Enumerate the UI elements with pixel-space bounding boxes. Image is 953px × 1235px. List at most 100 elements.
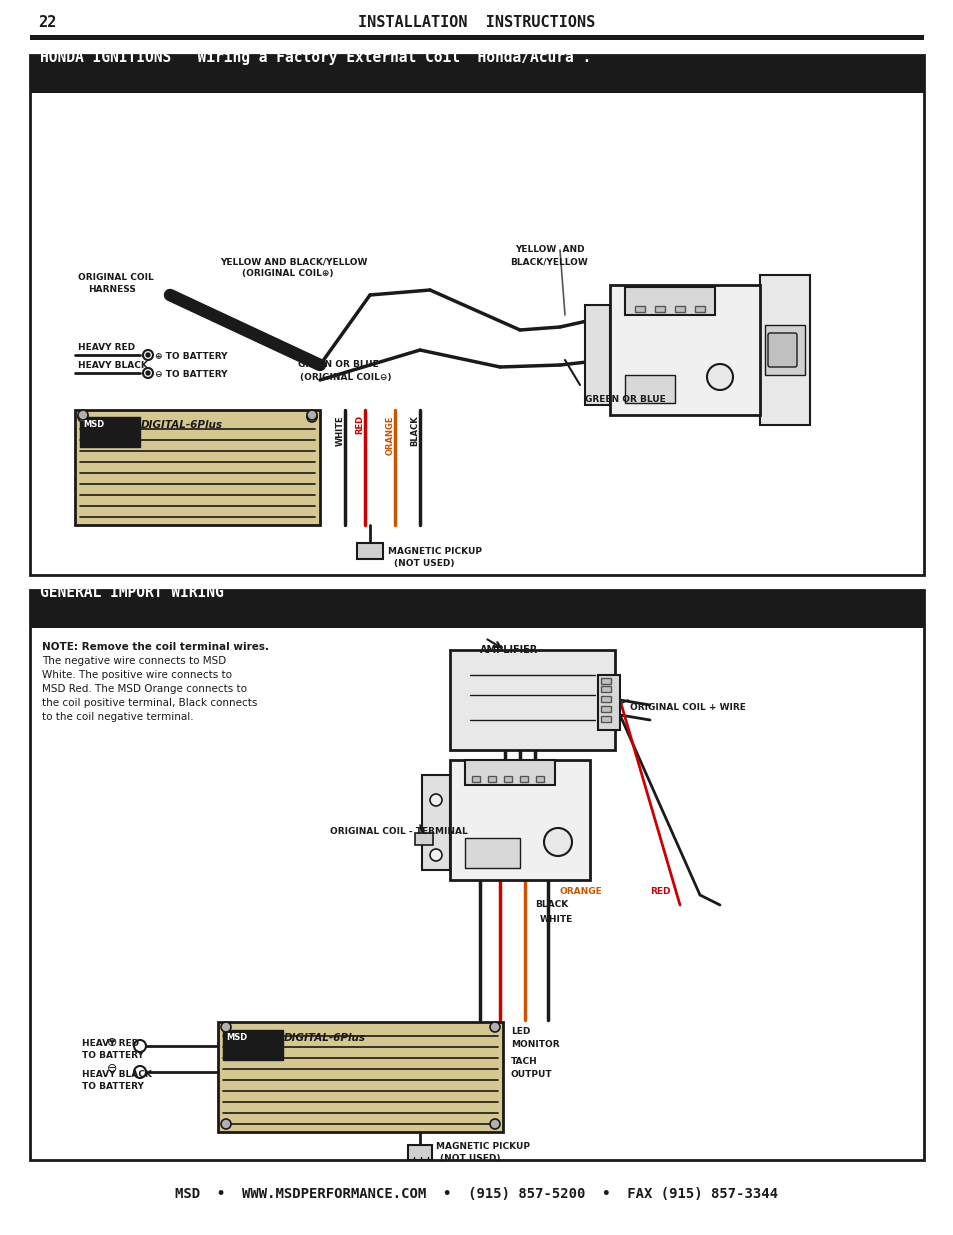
Bar: [600, 716, 610, 722]
Text: MSD: MSD: [226, 1032, 247, 1042]
Bar: [450, 650, 615, 750]
Text: ORIGINAL COIL - TERMINAL: ORIGINAL COIL - TERMINAL: [330, 827, 467, 836]
Bar: [30, 35, 923, 40]
Bar: [450, 760, 589, 881]
Text: ⊕ TO BATTERY: ⊕ TO BATTERY: [154, 352, 227, 361]
Bar: [675, 306, 684, 312]
Text: MSD  •  WWW.MSDPERFORMANCE.COM  •  (915) 857-5200  •  FAX (915) 857-3344: MSD • WWW.MSDPERFORMANCE.COM • (915) 857…: [175, 1187, 778, 1200]
Bar: [218, 1023, 502, 1132]
Text: (NOT USED): (NOT USED): [439, 1153, 500, 1163]
Circle shape: [706, 364, 732, 390]
Bar: [764, 325, 804, 375]
Bar: [30, 56, 923, 93]
Text: ORIGINAL COIL + WIRE: ORIGINAL COIL + WIRE: [629, 703, 745, 713]
Bar: [760, 275, 809, 425]
Circle shape: [221, 1023, 231, 1032]
Text: BLACK: BLACK: [410, 415, 419, 446]
Bar: [519, 776, 527, 782]
FancyBboxPatch shape: [767, 333, 796, 367]
Bar: [655, 306, 664, 312]
Text: (ORIGINAL COIL⊖): (ORIGINAL COIL⊖): [299, 373, 391, 382]
Bar: [75, 410, 319, 525]
Bar: [600, 706, 610, 713]
Bar: [30, 590, 923, 629]
Text: MSD: MSD: [83, 420, 104, 429]
Bar: [624, 375, 675, 403]
Text: MSD Red. The MSD Orange connects to: MSD Red. The MSD Orange connects to: [42, 684, 247, 694]
Bar: [503, 776, 512, 782]
Bar: [600, 678, 610, 684]
Circle shape: [221, 1119, 231, 1129]
Bar: [600, 697, 610, 701]
Text: HEAVY RED: HEAVY RED: [82, 1039, 139, 1049]
Bar: [624, 287, 714, 315]
Circle shape: [146, 353, 150, 357]
Text: ORANGE: ORANGE: [559, 887, 602, 897]
Bar: [695, 306, 704, 312]
Circle shape: [490, 1119, 499, 1129]
Text: NOTE: Remove the coil terminal wires.: NOTE: Remove the coil terminal wires.: [42, 642, 269, 652]
Text: BLACK: BLACK: [535, 900, 568, 909]
Text: TO BATTERY: TO BATTERY: [82, 1082, 144, 1091]
Text: MONITOR: MONITOR: [511, 1040, 559, 1049]
Circle shape: [430, 794, 441, 806]
Bar: [584, 305, 609, 405]
Bar: [421, 776, 450, 869]
Bar: [609, 285, 760, 415]
Bar: [536, 776, 543, 782]
Bar: [80, 417, 140, 447]
Text: DIGITAL-6Plus: DIGITAL-6Plus: [141, 420, 223, 430]
Text: WHITE: WHITE: [335, 415, 344, 446]
Text: to the coil negative terminal.: to the coil negative terminal.: [42, 713, 193, 722]
Bar: [635, 306, 644, 312]
Text: GENERAL IMPORT WIRING: GENERAL IMPORT WIRING: [40, 585, 224, 600]
Bar: [488, 776, 496, 782]
Text: ⊖: ⊖: [107, 1062, 117, 1076]
Text: GREEN OR BLUE: GREEN OR BLUE: [584, 395, 665, 404]
Circle shape: [543, 827, 572, 856]
Text: GREEN OR BLUE: GREEN OR BLUE: [297, 359, 378, 369]
Text: (NOT USED): (NOT USED): [394, 559, 454, 568]
Text: TACH: TACH: [511, 1057, 537, 1066]
Circle shape: [307, 410, 316, 420]
Circle shape: [78, 410, 88, 420]
Text: HEAVY BLACK: HEAVY BLACK: [78, 361, 148, 370]
Circle shape: [307, 412, 316, 422]
Bar: [415, 832, 433, 845]
Text: OUTPUT: OUTPUT: [511, 1070, 552, 1079]
Bar: [408, 1145, 432, 1160]
Text: AMPLIFIER: AMPLIFIER: [479, 645, 537, 655]
Text: RED: RED: [355, 415, 364, 435]
Text: INSTALLATION  INSTRUCTIONS: INSTALLATION INSTRUCTIONS: [358, 15, 595, 30]
Bar: [598, 676, 619, 730]
Text: ⊕: ⊕: [107, 1036, 117, 1050]
Circle shape: [146, 370, 150, 375]
Text: ⊖ TO BATTERY: ⊖ TO BATTERY: [154, 370, 227, 379]
Circle shape: [430, 848, 441, 861]
Text: TO BATTERY: TO BATTERY: [82, 1051, 144, 1060]
Text: YELLOW  AND: YELLOW AND: [515, 245, 584, 254]
Bar: [600, 685, 610, 692]
Text: MAGNETIC PICKUP: MAGNETIC PICKUP: [388, 547, 481, 556]
Text: the coil positive terminal, Black connects: the coil positive terminal, Black connec…: [42, 698, 257, 708]
Text: 22: 22: [38, 15, 56, 30]
Text: (ORIGINAL COIL⊕): (ORIGINAL COIL⊕): [242, 269, 334, 278]
Text: WHITE: WHITE: [539, 915, 573, 924]
Bar: [464, 760, 555, 785]
Text: HEAVY BLACK: HEAVY BLACK: [82, 1070, 152, 1079]
Text: MAGNETIC PICKUP: MAGNETIC PICKUP: [436, 1142, 530, 1151]
Bar: [472, 776, 479, 782]
Bar: [464, 839, 519, 868]
Bar: [356, 543, 382, 559]
Text: ORIGINAL COIL: ORIGINAL COIL: [78, 273, 153, 282]
Text: HARNESS: HARNESS: [88, 285, 135, 294]
Text: The negative wire connects to MSD: The negative wire connects to MSD: [42, 656, 226, 666]
Bar: [30, 590, 923, 1160]
Text: DIGITAL-6Plus: DIGITAL-6Plus: [284, 1032, 366, 1044]
Circle shape: [490, 1023, 499, 1032]
Text: HEAVY RED: HEAVY RED: [78, 343, 135, 352]
Bar: [223, 1030, 283, 1060]
Text: RED: RED: [649, 887, 670, 897]
Text: LED: LED: [511, 1028, 530, 1036]
Text: BLACK/YELLOW: BLACK/YELLOW: [510, 257, 587, 266]
